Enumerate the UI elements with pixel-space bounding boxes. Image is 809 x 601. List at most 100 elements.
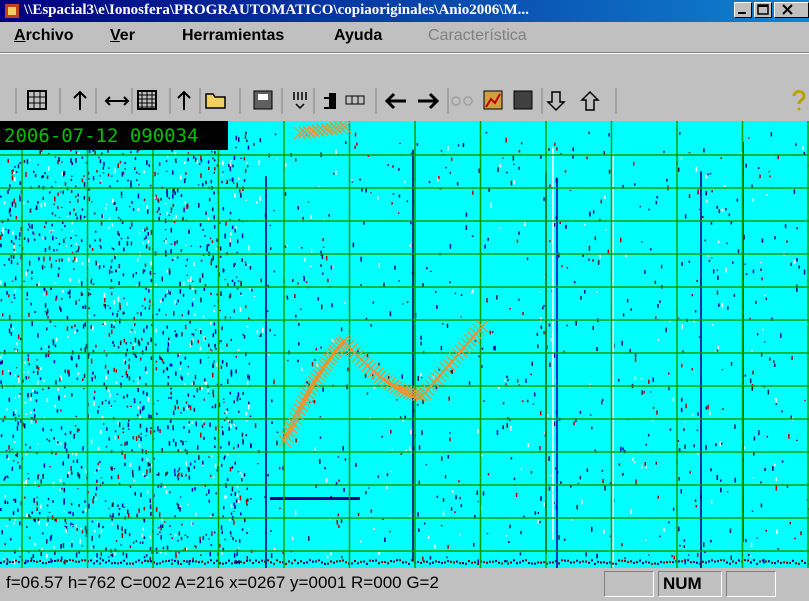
noise-dot	[93, 545, 95, 548]
table-button[interactable]	[28, 91, 46, 109]
noise-dot	[298, 206, 300, 209]
ground-echo	[318, 559, 320, 561]
noise-dot	[248, 246, 250, 251]
noise-dot	[26, 376, 28, 380]
noise-dot	[421, 430, 423, 435]
ground-echo	[642, 562, 644, 564]
noise-dot	[298, 342, 300, 345]
noise-dot	[78, 152, 80, 154]
noise-dot	[326, 478, 328, 482]
noise-dot	[378, 476, 380, 478]
noise-dot	[183, 407, 185, 411]
noise-dot	[246, 434, 248, 436]
ground-echo	[312, 561, 314, 563]
noise-dot	[80, 215, 82, 220]
noise-dot	[442, 323, 444, 324]
ground-echo	[72, 560, 74, 562]
insert-button[interactable]	[324, 94, 335, 108]
save-button[interactable]	[254, 91, 272, 109]
noise-dot	[210, 516, 212, 517]
menu-item[interactable]: Herramientas	[182, 27, 284, 45]
noise-dot	[140, 312, 142, 316]
open-button[interactable]	[206, 94, 225, 108]
noise-dot	[181, 537, 183, 540]
noise-dot	[98, 157, 100, 159]
noise-dot	[132, 346, 134, 350]
up-button[interactable]	[74, 92, 86, 110]
ground-echo	[222, 563, 224, 565]
noise-dot	[98, 463, 100, 465]
menu-item[interactable]: Ver	[110, 27, 135, 45]
pattern-button[interactable]	[514, 91, 532, 109]
field-button[interactable]	[346, 96, 364, 104]
width-button[interactable]	[106, 97, 128, 105]
up-button[interactable]	[582, 92, 598, 110]
noise-dot	[717, 475, 719, 480]
noise-dot	[193, 395, 195, 397]
noise-dot	[143, 329, 145, 333]
noise-dot	[119, 241, 121, 245]
maximize-button[interactable]	[754, 2, 772, 18]
noise-dot	[213, 215, 215, 219]
chart-button[interactable]	[484, 91, 502, 109]
noise-dot	[127, 510, 129, 514]
noise-dot	[198, 340, 200, 343]
noise-dot	[274, 335, 276, 336]
ground-echo	[324, 563, 326, 565]
noise-dot	[175, 534, 177, 537]
merge-button[interactable]	[294, 92, 306, 108]
up-button[interactable]	[178, 92, 190, 110]
noise-dot	[247, 556, 249, 560]
noise-dot	[298, 247, 300, 248]
noise-dot	[196, 422, 198, 427]
noise-dot	[237, 239, 239, 243]
noise-dot	[220, 246, 222, 250]
noise-dot	[73, 260, 75, 262]
noise-dot	[61, 375, 63, 380]
noise-dot	[143, 391, 145, 395]
noise-dot	[766, 298, 768, 301]
noise-dot	[160, 525, 162, 529]
ground-echo	[735, 562, 737, 564]
menu-item[interactable]: Ayuda	[334, 27, 382, 45]
toolbar-icons	[0, 54, 809, 121]
noise-dot	[392, 165, 394, 168]
noise-dot	[11, 255, 13, 258]
grid-button[interactable]	[138, 91, 156, 109]
noise-dot	[608, 133, 610, 136]
noise-dot	[123, 396, 125, 399]
noise-dot	[455, 495, 457, 499]
right-button[interactable]	[418, 94, 438, 108]
noise-dot	[31, 278, 33, 280]
noise-dot	[36, 399, 38, 402]
noise-dot	[108, 167, 110, 168]
noise-dot	[26, 271, 28, 276]
noise-dot	[38, 486, 40, 487]
noise-dot	[230, 424, 232, 428]
noise-dot	[5, 500, 7, 504]
help-button[interactable]	[794, 92, 804, 111]
noise-dot	[209, 423, 211, 427]
minimize-button[interactable]	[734, 2, 752, 18]
noise-dot	[681, 408, 683, 412]
noise-dot	[169, 197, 171, 199]
close-button[interactable]	[774, 2, 809, 18]
noise-dot	[274, 271, 276, 273]
noise-dot	[224, 539, 226, 540]
noise-dot	[123, 273, 125, 276]
noise-dot	[761, 504, 763, 508]
down-button[interactable]	[548, 92, 564, 110]
noise-dot	[214, 167, 216, 170]
noise-dot	[240, 193, 242, 194]
noise-dot	[120, 219, 122, 220]
menu-item[interactable]: Archivo	[14, 27, 74, 45]
noise-dot	[250, 415, 252, 417]
noise-dot	[115, 430, 117, 432]
ground-echo	[651, 563, 653, 565]
left-button[interactable]	[386, 94, 406, 108]
noise-dot	[399, 143, 401, 144]
noise-dot	[144, 238, 146, 239]
ground-echo	[465, 563, 467, 565]
noise-dot	[232, 178, 234, 182]
noise-dot	[95, 375, 97, 378]
